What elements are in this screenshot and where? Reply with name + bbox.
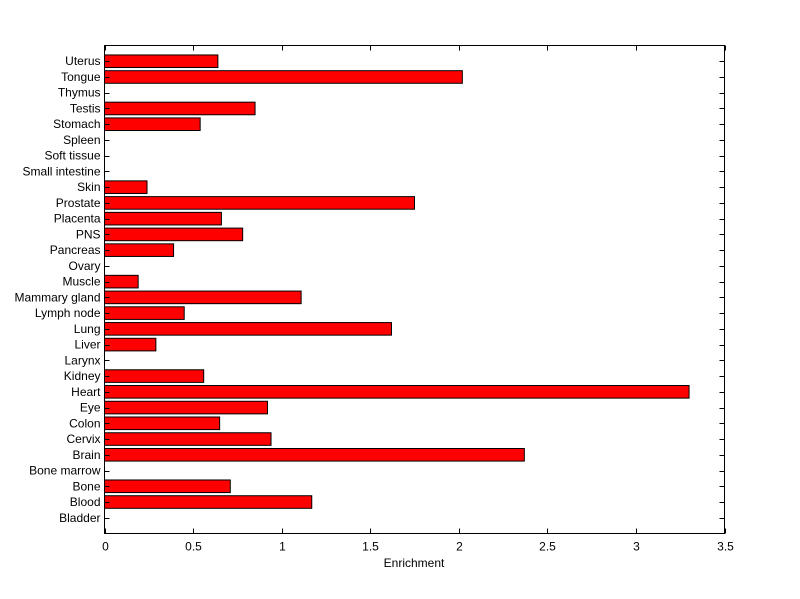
y-tick-label: Prostate [56, 196, 101, 210]
y-tick-label: Skin [77, 180, 100, 194]
x-axis-label: Enrichment [384, 556, 445, 570]
y-tick-label: Larynx [64, 353, 100, 367]
bar-pancreas [104, 243, 175, 257]
y-tick-label: Testis [70, 101, 101, 115]
y-tick-label: Thymus [58, 86, 101, 100]
y-tick-label: Kidney [64, 369, 101, 383]
x-tick-label: 3 [633, 540, 640, 554]
bar-eye [104, 400, 268, 415]
x-tick-label: 0.5 [185, 540, 202, 554]
y-tick-label: Bone marrow [29, 464, 101, 478]
bar-testis [104, 101, 256, 116]
bar-tongue [104, 70, 463, 84]
bar-muscle [104, 274, 139, 289]
bar-stomach [104, 117, 201, 132]
bar-pns [104, 227, 244, 242]
bar-uterus [104, 54, 219, 69]
x-tick-label: 2 [456, 540, 463, 554]
bar-liver [104, 337, 157, 352]
y-tick-label: PNS [76, 227, 101, 241]
y-tick-label: Colon [69, 416, 100, 430]
bar-bone [104, 479, 231, 494]
y-tick-label: Placenta [54, 212, 101, 226]
bar-skin [104, 180, 148, 194]
x-tick-label: 3.5 [717, 540, 734, 554]
y-tick-label: Lung [74, 322, 101, 336]
y-tick-label: Liver [74, 338, 100, 352]
bar-prostate [104, 196, 415, 210]
y-tick-label: Stomach [53, 117, 100, 131]
y-tick-label: Brain [72, 448, 100, 462]
y-tick-label: Small intestine [22, 164, 100, 178]
bar-placenta [104, 211, 222, 226]
y-tick-label: Bladder [59, 511, 100, 525]
plot-frame [104, 45, 725, 534]
x-tick-label: 0 [102, 540, 109, 554]
bar-lymph-node [104, 306, 185, 320]
y-tick-label: Tongue [61, 70, 101, 84]
bar-mammary-gland [104, 290, 302, 305]
y-tick-label: Blood [70, 495, 101, 509]
y-tick-label: Lymph node [35, 306, 101, 320]
bar-cervix [104, 432, 272, 446]
y-tick-label: Muscle [62, 275, 100, 289]
y-tick-label: Spleen [63, 133, 100, 147]
bar-colon [104, 416, 221, 431]
y-tick-label: Ovary [68, 259, 100, 273]
y-tick-label: Mammary gland [14, 290, 100, 304]
x-tick-label: 1 [279, 540, 286, 554]
bar-brain [104, 447, 525, 462]
y-tick-label: Uterus [65, 54, 100, 68]
y-tick-label: Heart [71, 385, 101, 399]
y-tick-label: Pancreas [50, 243, 101, 257]
x-tick-label: 2.5 [539, 540, 556, 554]
y-tick-label: Cervix [66, 432, 100, 446]
y-tick-label: Soft tissue [44, 149, 100, 163]
y-tick-label: Eye [80, 401, 101, 415]
bar-lung [104, 322, 392, 336]
bar-kidney [104, 369, 205, 383]
x-tick-label: 1.5 [362, 540, 379, 554]
y-tick-label: Bone [72, 479, 100, 493]
bar-blood [104, 495, 313, 509]
bar-heart [104, 385, 690, 399]
